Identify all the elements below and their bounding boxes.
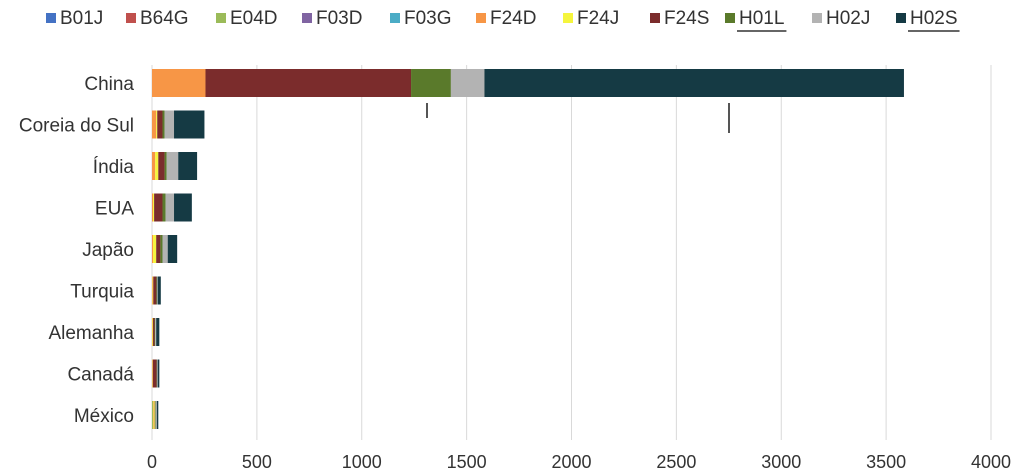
legend-label-h02s: H02S bbox=[910, 8, 958, 29]
category-label-eua: EUA bbox=[95, 199, 134, 220]
x-tick-label-2500: 2500 bbox=[656, 452, 696, 472]
bar-eua-f24d bbox=[152, 193, 154, 222]
legend-label-b64g: B64G bbox=[140, 8, 189, 29]
x-tick-label-1500: 1500 bbox=[447, 452, 487, 472]
bar-eua-h01l bbox=[162, 193, 166, 222]
x-tick-label-1000: 1000 bbox=[342, 452, 382, 472]
legend-label-h01l: H01L bbox=[739, 8, 784, 29]
bar-japao-h02j bbox=[162, 235, 168, 263]
bar-alemanha-h01l bbox=[154, 318, 156, 346]
bar-japao-h01l bbox=[160, 235, 163, 263]
x-tick-label-500: 500 bbox=[242, 452, 272, 472]
bar-coreia-do-sul-h02j bbox=[164, 110, 175, 139]
x-axis-tick-labels: 0 500 1000 1500 2000 2500 3000 3500 4000 bbox=[147, 452, 1011, 472]
bar-coreia-do-sul-f24d bbox=[152, 110, 157, 139]
legend-label-f24s: F24S bbox=[664, 8, 709, 29]
bar-china-f24d bbox=[152, 69, 206, 97]
bar-alemanha-h02j bbox=[155, 318, 157, 346]
bar-canada-h02s bbox=[157, 359, 160, 388]
bar-india-f24d bbox=[152, 152, 156, 180]
category-label-coreia-do-sul: Coreia do Sul bbox=[19, 116, 134, 137]
legend-label-b01j: B01J bbox=[60, 8, 103, 29]
bar-japao-f24s bbox=[156, 235, 161, 263]
category-label-china: China bbox=[84, 74, 134, 95]
bar-india-h01l bbox=[164, 152, 167, 180]
bar-coreia-do-sul-f24j bbox=[156, 110, 158, 139]
category-label-canada: Canadá bbox=[67, 365, 134, 386]
legend-label-e04d: E04D bbox=[230, 8, 278, 29]
bar-turquia-f24j bbox=[152, 276, 154, 305]
bar-china-h01l bbox=[411, 69, 451, 97]
gridlines bbox=[151, 65, 992, 440]
bar-mexico-h01l bbox=[155, 401, 156, 429]
bar-japao-h02s bbox=[167, 235, 178, 263]
x-tick-label-2000: 2000 bbox=[551, 452, 591, 472]
x-tick-label-0: 0 bbox=[147, 452, 157, 472]
bar-india-f24j bbox=[155, 152, 159, 180]
bar-canada-f24s bbox=[152, 359, 157, 388]
bar-china-f24s bbox=[205, 69, 412, 97]
legend-label-f24d: F24D bbox=[490, 8, 536, 29]
bar-mexico-h02j bbox=[155, 401, 157, 429]
legend-swatch-h02s bbox=[896, 13, 906, 23]
bar-coreia-do-sul-h01l bbox=[162, 110, 165, 139]
bar-india-f24s bbox=[158, 152, 165, 180]
legend-swatch-e04d bbox=[216, 13, 226, 23]
legend: B01J B64G E04D F03D F03G F24D F24J F24S H01L H02J… bbox=[46, 8, 960, 32]
bar-mexico-h02s bbox=[156, 401, 159, 429]
category-labels: China Coreia do Sul Índia EUA Japão Turquia Al… bbox=[19, 74, 135, 427]
bar-turquia-f24d bbox=[152, 276, 153, 305]
bar-canada-h02j bbox=[157, 359, 158, 388]
legend-label-f03d: F03D bbox=[316, 8, 362, 29]
bar-turquia-h02s bbox=[157, 276, 161, 305]
bar-alemanha-f24s bbox=[153, 318, 155, 346]
bar-japao-f24d bbox=[152, 235, 154, 263]
bar-eua-h02j bbox=[165, 193, 175, 222]
legend-swatch-b64g bbox=[126, 13, 136, 23]
x-tick-label-3000: 3000 bbox=[761, 452, 801, 472]
bar-turquia-f24s bbox=[153, 276, 157, 305]
annotations bbox=[426, 103, 730, 133]
legend-swatch-f24j bbox=[563, 13, 573, 23]
x-tick-label-3500: 3500 bbox=[866, 452, 906, 472]
legend-swatch-h01l bbox=[725, 13, 735, 23]
bar-alemanha-f24j bbox=[152, 318, 154, 346]
legend-label-h02j: H02J bbox=[826, 8, 870, 29]
bar-japao-f24j bbox=[153, 235, 157, 263]
bar-coreia-do-sul-h02s bbox=[174, 110, 205, 139]
bar-mexico-f24d bbox=[153, 401, 154, 429]
bar-india-h02j bbox=[166, 152, 179, 180]
category-label-alemanha: Alemanha bbox=[48, 323, 134, 344]
bar-alemanha-h02s bbox=[156, 318, 160, 346]
bar-mexico-e04d bbox=[152, 401, 154, 429]
x-tick-label-4000: 4000 bbox=[971, 452, 1011, 472]
bar-china-h02s bbox=[484, 69, 904, 97]
legend-swatch-b01j bbox=[46, 13, 56, 23]
bars bbox=[152, 69, 904, 429]
bar-turquia-h02j bbox=[157, 276, 158, 305]
category-label-india: Índia bbox=[93, 157, 135, 178]
bar-coreia-do-sul-f24s bbox=[157, 110, 163, 139]
legend-swatch-f24s bbox=[650, 13, 660, 23]
bar-china-h02j bbox=[450, 69, 485, 97]
bar-eua-f24s bbox=[154, 193, 163, 222]
category-label-turquia: Turquia bbox=[70, 282, 134, 303]
bar-india-h02s bbox=[178, 152, 198, 180]
category-label-japao: Japão bbox=[82, 240, 134, 261]
legend-label-f03g: F03G bbox=[404, 8, 452, 29]
legend-swatch-f03g bbox=[390, 13, 400, 23]
legend-swatch-f24d bbox=[476, 13, 486, 23]
legend-swatch-h02j bbox=[812, 13, 822, 23]
bar-eua-h02s bbox=[174, 193, 192, 222]
category-label-mexico: México bbox=[74, 406, 134, 427]
legend-label-f24j: F24J bbox=[577, 8, 619, 29]
legend-swatch-f03d bbox=[302, 13, 312, 23]
bar-eua-f24j bbox=[153, 193, 155, 222]
bar-mexico-f24j bbox=[153, 401, 155, 429]
bar-turquia-h01l bbox=[156, 276, 158, 305]
